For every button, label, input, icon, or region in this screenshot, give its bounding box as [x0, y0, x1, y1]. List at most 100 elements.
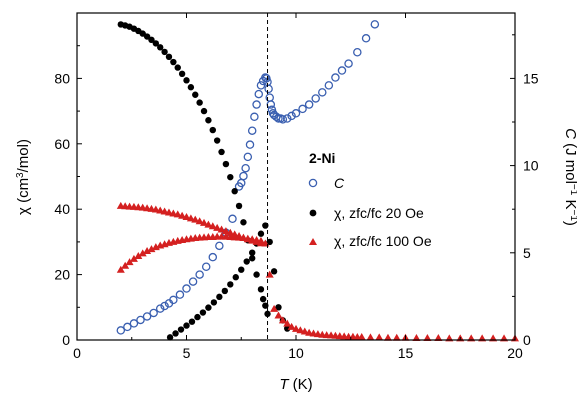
data-point-C: [251, 113, 258, 120]
data-point-C: [196, 271, 203, 278]
data-point-chi20: [172, 330, 178, 336]
data-point-chi20: [189, 318, 195, 324]
data-point-C: [338, 67, 345, 74]
data-point-C: [229, 215, 236, 222]
data-point-chi20: [249, 255, 255, 261]
data-point-chi20: [253, 271, 259, 277]
y-left-tick-label: 60: [54, 136, 70, 152]
data-point-C: [176, 291, 183, 298]
x-tick-label: 20: [507, 345, 523, 361]
legend-marker-C: [309, 179, 316, 186]
data-point-chi20: [218, 149, 224, 155]
x-tick-label: 0: [73, 345, 81, 361]
data-point-chi20: [227, 174, 233, 180]
x-axis-title: T (K): [279, 376, 312, 393]
data-point-C: [325, 82, 332, 89]
y-right-title-part-4: K: [562, 195, 577, 209]
data-point-C: [249, 127, 256, 134]
data-point-chi20: [258, 231, 264, 237]
y-left-tick-label: 80: [54, 70, 70, 86]
data-point-C: [183, 285, 190, 292]
data-point-C: [242, 165, 249, 172]
legend-label-chi100: χ, zfc/fc 100 Oe: [334, 233, 432, 249]
data-point-chi20: [227, 281, 233, 287]
data-point-chi20: [231, 188, 237, 194]
data-point-chi20: [179, 71, 185, 77]
data-point-C: [312, 95, 319, 102]
data-point-C: [332, 74, 339, 81]
data-point-chi20: [201, 108, 207, 114]
data-point-chi20: [178, 326, 184, 332]
data-point-chi100: [366, 333, 374, 340]
data-point-chi20: [260, 296, 266, 302]
data-point-C: [216, 242, 223, 249]
legend-label-chi20: χ, zfc/fc 20 Oe: [334, 205, 424, 221]
y-right-title-sup-2: −1: [569, 210, 577, 222]
y-left-tick-label: 20: [54, 267, 70, 283]
series-chi100: [117, 202, 519, 341]
data-point-C: [150, 309, 157, 316]
data-point-chi20: [236, 203, 242, 209]
data-point-chi20: [188, 84, 194, 90]
data-point-chi20: [214, 137, 220, 143]
data-point-chi20: [205, 117, 211, 123]
y-right-title-part-6: ): [562, 221, 577, 226]
data-point-C: [362, 35, 369, 42]
data-point-chi20: [249, 249, 255, 255]
data-point-C: [253, 101, 260, 108]
data-point-chi20: [222, 288, 228, 294]
y-left-tick-label: 0: [62, 332, 70, 348]
data-point-chi20: [271, 268, 277, 274]
data-point-chi20: [183, 77, 189, 83]
data-point-C: [265, 85, 272, 92]
x-tick-label: 15: [398, 345, 414, 361]
legend-marker-chi20: [310, 210, 317, 217]
data-point-chi20: [244, 258, 250, 264]
data-point-chi20: [170, 59, 176, 65]
data-point-chi20: [196, 99, 202, 105]
marks-layer: [117, 21, 519, 342]
y-right-axis-title: C (J mol−1 K−1): [562, 128, 577, 226]
data-point-chi20: [183, 322, 189, 328]
data-point-chi20: [216, 294, 222, 300]
data-point-C: [371, 21, 378, 28]
y-right-tick-label: 15: [523, 70, 539, 86]
data-point-C: [345, 60, 352, 67]
x-tick-label: 10: [288, 345, 304, 361]
y-left-tick-label: 40: [54, 201, 70, 217]
data-point-C: [319, 89, 326, 96]
data-point-C: [306, 101, 313, 108]
y-left-axis-title: χ (cm3/mol): [15, 139, 33, 215]
data-point-C: [354, 49, 361, 56]
data-point-C: [255, 90, 262, 97]
legend-marker-chi100: [309, 238, 317, 245]
data-point-C: [246, 141, 253, 148]
data-point-C: [189, 278, 196, 285]
data-point-chi100: [274, 311, 282, 318]
y-right-title-sup-1: −1: [569, 184, 577, 196]
data-point-chi100: [375, 333, 383, 340]
series-chi20: [118, 21, 291, 340]
data-point-C: [203, 263, 210, 270]
y-right-tick-label: 10: [523, 158, 539, 174]
y-right-title-part-2: (J mol: [562, 139, 577, 184]
data-point-chi20: [258, 286, 264, 292]
data-point-C: [209, 254, 216, 261]
legend-title: 2-Ni: [309, 150, 335, 166]
data-point-chi20: [192, 92, 198, 98]
legend: 2-Ni C χ, zfc/fc 20 Oe χ, zfc/fc 100 Oe: [309, 150, 432, 249]
data-point-chi20: [175, 64, 181, 70]
data-point-chi20: [161, 49, 167, 55]
x-tick-label: 5: [183, 345, 191, 361]
data-point-chi20: [240, 219, 246, 225]
data-point-chi20: [166, 54, 172, 60]
data-point-chi20: [223, 161, 229, 167]
data-point-chi20: [238, 266, 244, 272]
data-point-C: [244, 153, 251, 160]
x-axis-title-unit: (K): [289, 376, 313, 393]
data-point-chi20: [233, 274, 239, 280]
data-point-chi20: [205, 304, 211, 310]
y-right-tick-label: 0: [523, 332, 531, 348]
